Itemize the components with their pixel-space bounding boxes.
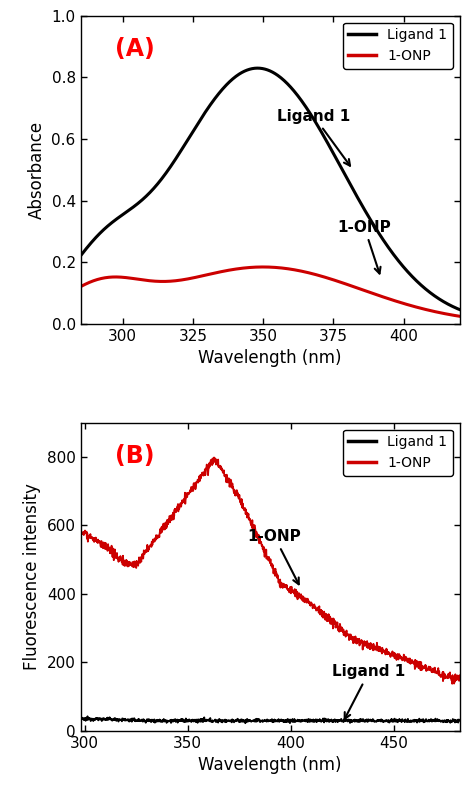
X-axis label: Wavelength (nm): Wavelength (nm) (199, 350, 342, 367)
Text: (B): (B) (115, 444, 154, 468)
Y-axis label: Fluorescence intensity: Fluorescence intensity (23, 483, 41, 670)
Text: 1-ONP: 1-ONP (247, 529, 301, 584)
Legend: Ligand 1, 1-ONP: Ligand 1, 1-ONP (343, 23, 453, 68)
Text: 1-ONP: 1-ONP (337, 219, 391, 274)
Text: Ligand 1: Ligand 1 (332, 664, 406, 719)
Y-axis label: Absorbance: Absorbance (28, 121, 46, 219)
Text: (A): (A) (115, 37, 155, 61)
X-axis label: Wavelength (nm): Wavelength (nm) (199, 756, 342, 774)
Legend: Ligand 1, 1-ONP: Ligand 1, 1-ONP (343, 430, 453, 476)
Text: Ligand 1: Ligand 1 (277, 108, 350, 166)
